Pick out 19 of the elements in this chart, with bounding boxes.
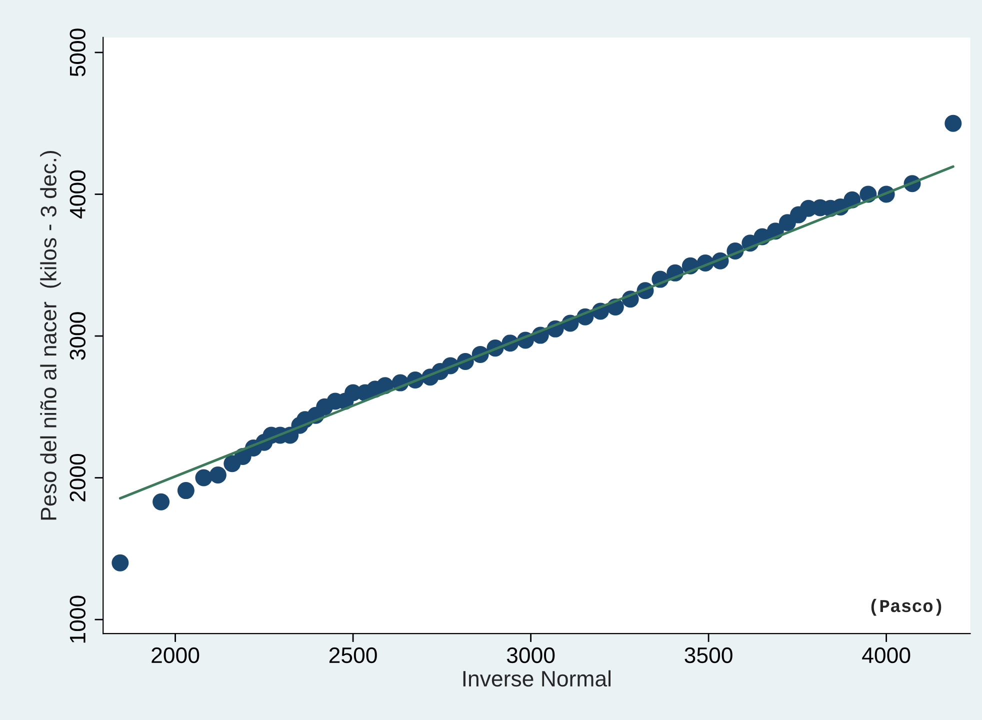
y-tick-label: 5000 [70, 28, 86, 76]
y-tick-label: 1000 [70, 596, 86, 643]
point [209, 466, 226, 484]
point [112, 554, 129, 572]
x-tick-label: 3000 [506, 647, 555, 664]
y-axis-title: Peso del niño al nacer (kilos - 3 dec.) [40, 150, 61, 520]
x-tick-label: 2500 [329, 647, 377, 664]
y-tick-label: 3000 [70, 312, 86, 360]
x-tick-label: 3500 [684, 647, 732, 664]
y-tick-label: 2000 [70, 454, 86, 502]
point [152, 493, 170, 510]
annotation: (Pasco) [871, 598, 942, 616]
x-tick-label: 2000 [152, 647, 200, 664]
point [944, 114, 962, 132]
y-tick-label: 4000 [70, 170, 86, 218]
point [177, 482, 194, 500]
x-tick-label: 4000 [862, 647, 910, 664]
x-axis-title: Inverse Normal [463, 670, 611, 687]
point [195, 469, 212, 486]
